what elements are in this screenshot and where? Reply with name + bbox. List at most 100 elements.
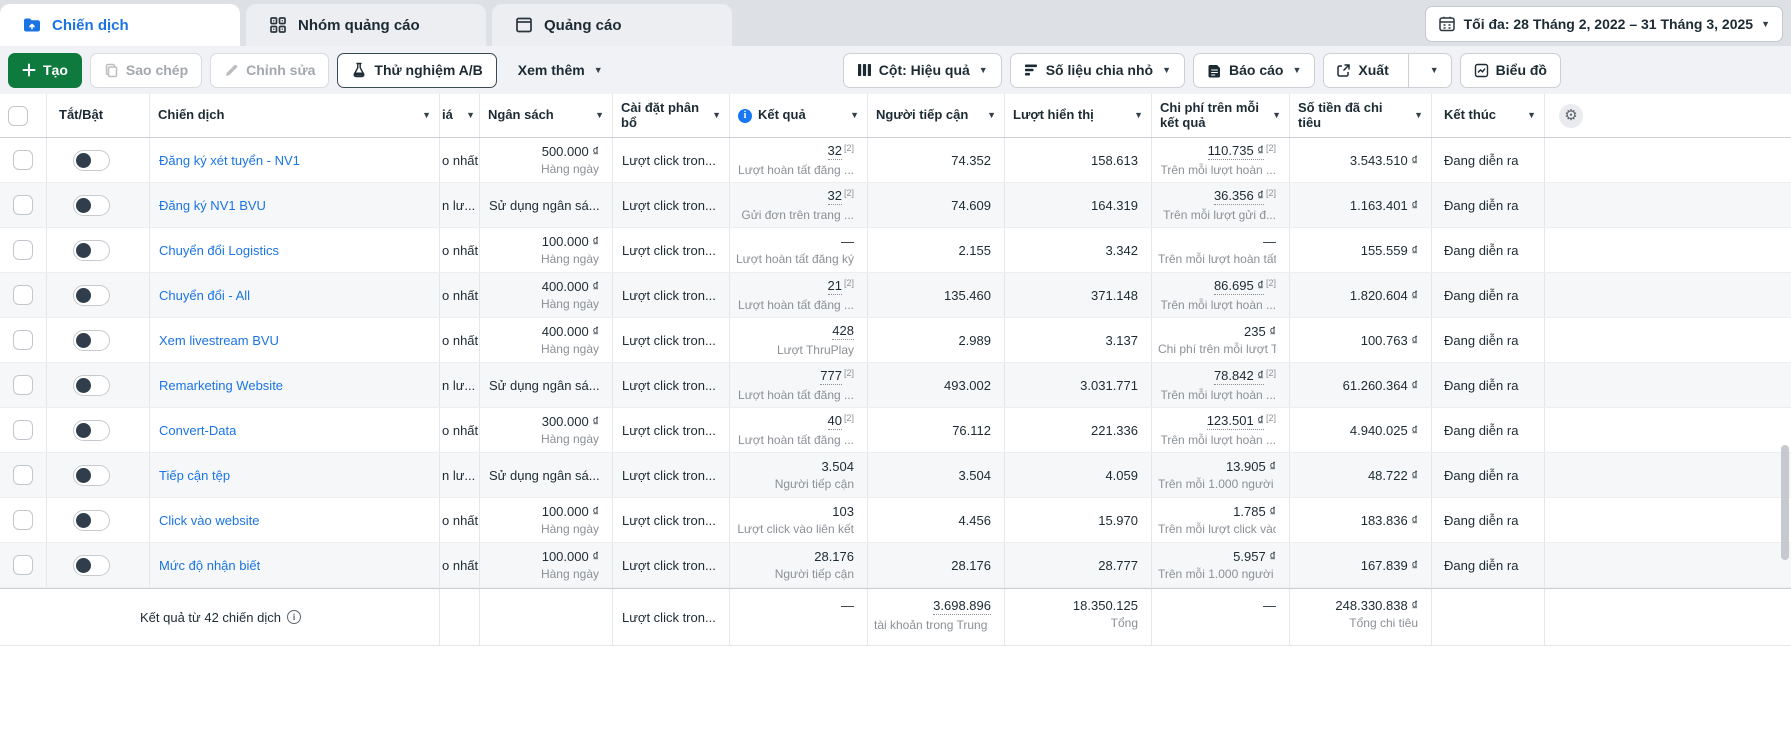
campaign-toggle[interactable] — [73, 374, 110, 396]
campaign-name-link[interactable]: Remarketing Website — [159, 377, 284, 393]
header-ends[interactable]: Kết thúc ▼ — [1432, 94, 1545, 137]
vertical-scrollbar-thumb[interactable] — [1781, 445, 1789, 560]
table-row: Đăng ký NV1 BVU n lư... Sử dụng ngân sá.… — [0, 183, 1791, 228]
duplicate-button[interactable]: Sao chép — [89, 52, 203, 88]
edit-button[interactable]: Chỉnh sửa — [210, 52, 330, 88]
header-cost-per-result[interactable]: Chi phí trên mỗi kết quả ▼ — [1152, 94, 1290, 137]
campaign-name-link[interactable]: Convert-Data — [159, 422, 237, 438]
budget-cell: 100.000 ₫ Hàng ngày — [480, 228, 613, 272]
row-checkbox[interactable] — [13, 555, 33, 575]
row-checkbox[interactable] — [13, 240, 33, 260]
export-button[interactable]: Xuất — [1324, 54, 1400, 87]
table-row: Tiếp cận tệp n lư... Sử dụng ngân sá... … — [0, 453, 1791, 498]
row-checkbox[interactable] — [13, 420, 33, 440]
campaign-name-link[interactable]: Xem livestream BVU — [159, 332, 279, 348]
header-results[interactable]: i Kết quả ▼ — [730, 94, 868, 137]
results-cell: 32 [2] Lượt hoàn tất đăng ... — [730, 138, 868, 182]
row-checkbox[interactable] — [13, 330, 33, 350]
impressions-cell: 3.342 — [1005, 228, 1152, 272]
reach-cell: 2.989 — [868, 318, 1005, 362]
row-checkbox[interactable] — [13, 285, 33, 305]
attribution-cell: Lượt click tron... — [613, 498, 730, 542]
row-checkbox[interactable] — [13, 465, 33, 485]
bid-strategy-cell: o nhất — [440, 228, 480, 272]
amount-spent-cell: 48.722 ₫ — [1290, 453, 1432, 497]
attribution-cell: Lượt click tron... — [613, 138, 730, 182]
budget-cell: 500.000 ₫ Hàng ngày — [480, 138, 613, 182]
bid-strategy-cell: o nhất — [440, 318, 480, 362]
results-cell: 32 [2] Gửi đơn trên trang ... — [730, 183, 868, 227]
summary-impressions-cell: 18.350.125 Tổng — [1005, 589, 1152, 645]
bid-strategy-cell: o nhất — [440, 543, 480, 587]
results-cell: 28.176 Người tiếp cận — [730, 543, 868, 587]
amount-spent-cell: 61.260.364 ₫ — [1290, 363, 1432, 407]
create-button[interactable]: Tạo — [8, 52, 82, 88]
extra-cell — [1545, 183, 1791, 227]
tab-campaigns[interactable]: Chiến dịch — [0, 4, 240, 46]
row-checkbox[interactable] — [13, 150, 33, 170]
header-reach[interactable]: Người tiếp cận ▼ — [868, 94, 1005, 137]
row-checkbox[interactable] — [13, 510, 33, 530]
report-button[interactable]: Báo cáo ▼ — [1193, 52, 1316, 88]
row-checkbox[interactable] — [13, 195, 33, 215]
tab-adsets[interactable]: Nhóm quảng cáo — [246, 4, 486, 46]
sort-caret-icon: ▼ — [850, 110, 859, 120]
campaign-toggle[interactable] — [73, 194, 110, 216]
amount-spent-cell: 3.543.510 ₫ — [1290, 138, 1432, 182]
header-bid-strategy[interactable]: iá ▼ — [440, 94, 480, 137]
more-button[interactable]: Xem thêm ▼ — [505, 53, 616, 88]
ab-test-button[interactable]: Thử nghiệm A/B — [337, 52, 497, 88]
summary-ends-cell — [1432, 589, 1545, 645]
charts-button[interactable]: Biểu đồ — [1459, 52, 1561, 88]
campaign-toggle[interactable] — [73, 419, 110, 441]
campaign-toggle[interactable] — [73, 509, 110, 531]
header-campaign[interactable]: Chiến dịch ▼ — [150, 94, 440, 137]
export-menu-button[interactable]: ▼ — [1416, 54, 1451, 87]
summary-budget-cell — [480, 589, 613, 645]
cost-per-result-cell: 13.905 ₫ Trên mỗi 1.000 người ... — [1152, 453, 1290, 497]
breakdown-button[interactable]: Số liệu chia nhỏ ▼ — [1009, 52, 1185, 88]
campaign-name-link[interactable]: Tiếp cận tệp — [159, 467, 231, 483]
bid-strategy-cell: o nhất — [440, 408, 480, 452]
tab-ads[interactable]: Quảng cáo — [492, 4, 732, 46]
reach-cell: 28.176 — [868, 543, 1005, 587]
select-all-checkbox[interactable] — [8, 105, 28, 126]
sort-caret-icon: ▼ — [712, 110, 721, 120]
campaign-toggle[interactable] — [73, 149, 110, 171]
campaign-name-link[interactable]: Đăng ký NV1 BVU — [159, 197, 266, 213]
campaign-name-link[interactable]: Chuyển đổi - All — [159, 287, 251, 303]
header-amount-spent[interactable]: Số tiền đã chi tiêu ▼ — [1290, 94, 1432, 137]
ends-cell: Đang diễn ra — [1432, 408, 1545, 452]
campaign-name-link[interactable]: Đăng ký xét tuyển - NV1 — [159, 152, 300, 168]
ends-cell: Đang diễn ra — [1432, 543, 1545, 587]
campaign-toggle[interactable] — [73, 329, 110, 351]
impressions-cell: 15.970 — [1005, 498, 1152, 542]
summary-results-cell: — — [730, 589, 868, 645]
campaign-toggle[interactable] — [73, 464, 110, 486]
budget-cell: 100.000 ₫ Hàng ngày — [480, 543, 613, 587]
bid-strategy-cell: o nhất — [440, 498, 480, 542]
header-impressions[interactable]: Lượt hiển thị ▼ — [1005, 94, 1152, 137]
cost-per-result-cell: 78.842 ₫ [2] Trên mỗi lượt hoàn ... — [1152, 363, 1290, 407]
date-range-button[interactable]: Tối đa: 28 Tháng 2, 2022 – 31 Tháng 3, 2… — [1424, 6, 1783, 42]
campaign-name-link[interactable]: Mức độ nhận biết — [159, 557, 261, 573]
date-range-label: Tối đa: 28 Tháng 2, 2022 – 31 Tháng 3, 2… — [1463, 16, 1754, 32]
cost-per-result-cell: 123.501 ₫ [2] Trên mỗi lượt hoàn ... — [1152, 408, 1290, 452]
campaign-toggle[interactable] — [73, 284, 110, 306]
table-row: Mức độ nhận biết o nhất 100.000 ₫ Hàng n… — [0, 543, 1791, 588]
header-budget[interactable]: Ngân sách ▼ — [480, 94, 613, 137]
table-row: Convert-Data o nhất 300.000 ₫ Hàng ngày … — [0, 408, 1791, 453]
row-checkbox[interactable] — [13, 375, 33, 395]
campaign-name-link[interactable]: Click vào website — [159, 512, 260, 528]
header-attribution[interactable]: Cài đặt phân bổ ▼ — [613, 94, 730, 137]
campaign-toggle[interactable] — [73, 554, 110, 576]
chevron-down-icon: ▼ — [1429, 65, 1439, 75]
copy-icon — [104, 63, 119, 78]
budget-cell: 400.000 ₫ Hàng ngày — [480, 318, 613, 362]
column-settings-gear-icon[interactable]: ⚙ — [1559, 103, 1583, 128]
columns-button[interactable]: Cột: Hiệu quả ▼ — [842, 52, 1002, 88]
campaign-name-link[interactable]: Chuyển đổi Logistics — [159, 242, 279, 258]
chevron-down-icon: ▼ — [1761, 18, 1770, 29]
attribution-cell: Lượt click tron... — [613, 228, 730, 272]
campaign-toggle[interactable] — [73, 239, 110, 261]
